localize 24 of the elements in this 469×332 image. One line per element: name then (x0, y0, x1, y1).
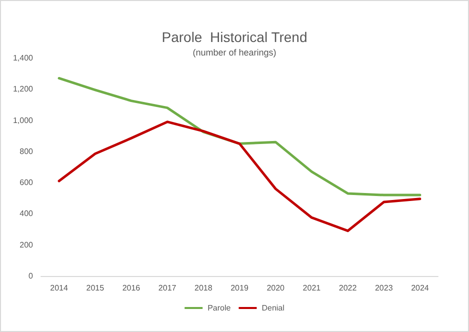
x-tick-label: 2017 (158, 284, 177, 292)
legend-label: Denial (262, 304, 285, 312)
y-tick-label: 1,200 (12, 84, 34, 94)
y-tick-label: 400 (20, 209, 34, 218)
x-tick-label: 2016 (122, 284, 141, 292)
y-tick-label: 1,000 (12, 116, 34, 125)
x-tick-label: 2024 (411, 284, 430, 292)
x-tick-label: 2019 (230, 284, 249, 292)
x-tick-label: 2018 (194, 284, 213, 292)
y-tick-label: 0 (28, 272, 34, 280)
x-tick-label: 2020 (266, 284, 286, 292)
legend-label: Parole (208, 304, 232, 312)
x-tick-label: 2021 (302, 284, 322, 292)
y-tick-label: 1,400 (12, 54, 34, 62)
y-tick-label: 200 (20, 240, 34, 250)
line-series (58, 120, 422, 232)
x-tick-label: 2014 (50, 284, 68, 292)
x-tick-label: 2015 (86, 284, 105, 292)
y-tick-label: 600 (20, 178, 34, 188)
x-tick-label: 2023 (374, 284, 394, 292)
chart-subtitle: (number of hearings) (192, 48, 276, 58)
chart-title: Parole Historical Trend (162, 29, 308, 45)
x-tick-label: 2022 (338, 284, 358, 292)
y-tick-label: 800 (20, 146, 34, 156)
